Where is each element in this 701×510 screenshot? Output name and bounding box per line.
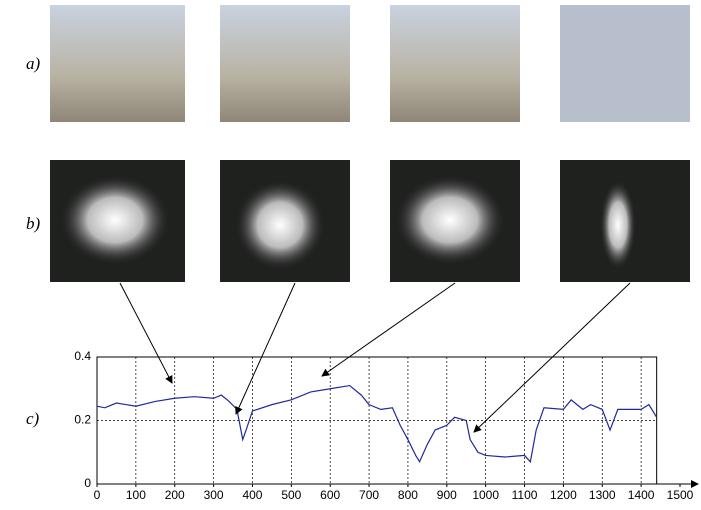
x-tick-label: 500 [281, 488, 301, 502]
plot-frame [96, 356, 658, 485]
x-tick-label: 200 [165, 488, 185, 502]
video-frame [390, 5, 520, 122]
x-tick-label: 400 [242, 488, 262, 502]
x-tick-label: 1200 [550, 488, 577, 502]
x-tick-label: 1300 [589, 488, 616, 502]
x-tick-label: 100 [126, 488, 146, 502]
y-tick-label: 0 [84, 476, 91, 490]
x-tick-label: 700 [359, 488, 379, 502]
saliency-blob [395, 175, 505, 265]
arrows [119, 282, 631, 433]
x-tick-label: 1000 [472, 488, 499, 502]
x-tick-label: 900 [437, 488, 457, 502]
panel-label: a) [26, 54, 41, 73]
saliency-blob [235, 180, 325, 270]
video-frame [50, 5, 185, 122]
x-tick-label: 1500 [667, 488, 694, 502]
video-frame [560, 5, 690, 122]
video-frame [220, 5, 350, 122]
arrow [321, 282, 456, 377]
data-line [96, 384, 658, 464]
x-tick-label: 1100 [512, 488, 538, 502]
y-tick-label: 0.4 [74, 349, 91, 363]
frames [50, 5, 690, 282]
x-tick-label: 600 [320, 488, 340, 502]
x-tick-label: 300 [204, 488, 224, 502]
x-tick-label: 0 [94, 488, 101, 502]
arrow [119, 282, 173, 384]
x-tick-label: 1400 [628, 488, 655, 502]
arrow [473, 282, 631, 433]
panel-label: b) [26, 214, 41, 233]
plot: 0 100 200 300 400 500 600 700 800 900 1000 1100 1200… [74, 349, 699, 502]
arrow [235, 282, 296, 415]
panel-label: c) [26, 409, 40, 428]
saliency-blob [600, 180, 636, 270]
saliency-blob [60, 175, 170, 265]
x-tick-label: 800 [398, 488, 418, 502]
y-tick-label: 0.2 [74, 413, 91, 427]
